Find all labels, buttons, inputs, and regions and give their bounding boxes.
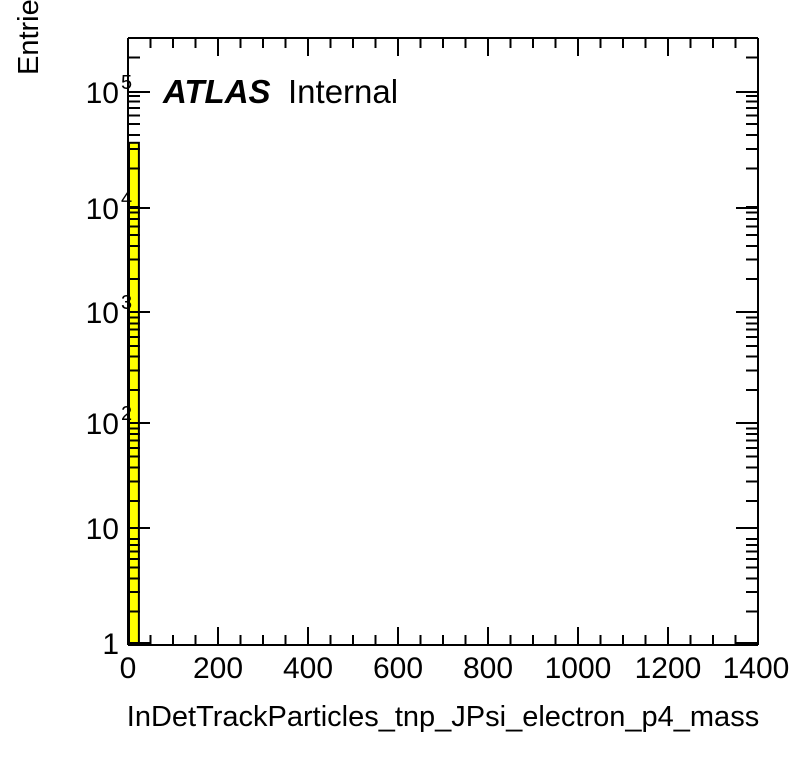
y-tick-label-1: 1: [102, 628, 119, 661]
x-tick-label-1000: 1000: [545, 652, 612, 685]
y-tick-label-100-exp: 2: [121, 403, 132, 425]
x-tick-label-400: 400: [283, 652, 333, 685]
histogram-series[interactable]: [128, 141, 140, 646]
atlas-label: ATLAS Internal: [162, 73, 398, 110]
atlas-status-text: Internal: [288, 73, 398, 110]
x-tick-label-800: 800: [463, 652, 513, 685]
atlas-tag-text: ATLAS: [162, 73, 271, 110]
y-tick-label-10: 10: [86, 513, 119, 546]
x-tick-label-1400: 1400: [723, 652, 790, 685]
y-tick-label-1000-base: 10: [86, 297, 119, 330]
x-axis-title: InDetTrackParticles_tnp_JPsi_electron_p4…: [127, 701, 759, 733]
y-axis-title: Entries: [13, 0, 45, 75]
plot-frame: [127, 37, 759, 646]
x-tick-labels: 0 200 400 600 800 1000 1200 1400: [120, 652, 790, 685]
y-tick-label-100000-base: 10: [86, 77, 119, 110]
y-tick-label-100000-exp: 5: [121, 72, 132, 94]
y-axis-minor-ticks: [128, 56, 758, 613]
y-tick-label-10000-base: 10: [86, 193, 119, 226]
y-tick-label-100-base: 10: [86, 408, 119, 441]
x-tick-label-0: 0: [120, 652, 137, 685]
x-tick-label-200: 200: [193, 652, 243, 685]
histogram-bar-bin-0[interactable]: [128, 141, 140, 646]
x-axis-minor-ticks: [149, 38, 737, 645]
y-tick-label-10000-exp: 4: [121, 188, 132, 210]
y-tick-label-1000-exp: 3: [121, 292, 132, 314]
plot-background: [128, 38, 758, 645]
y-axis-major-ticks: [128, 91, 758, 644]
x-tick-label-1200: 1200: [635, 652, 702, 685]
x-tick-label-600: 600: [373, 652, 423, 685]
y-tick-labels: 1 10 10 2 10 3 10 4 10 5: [86, 72, 133, 661]
